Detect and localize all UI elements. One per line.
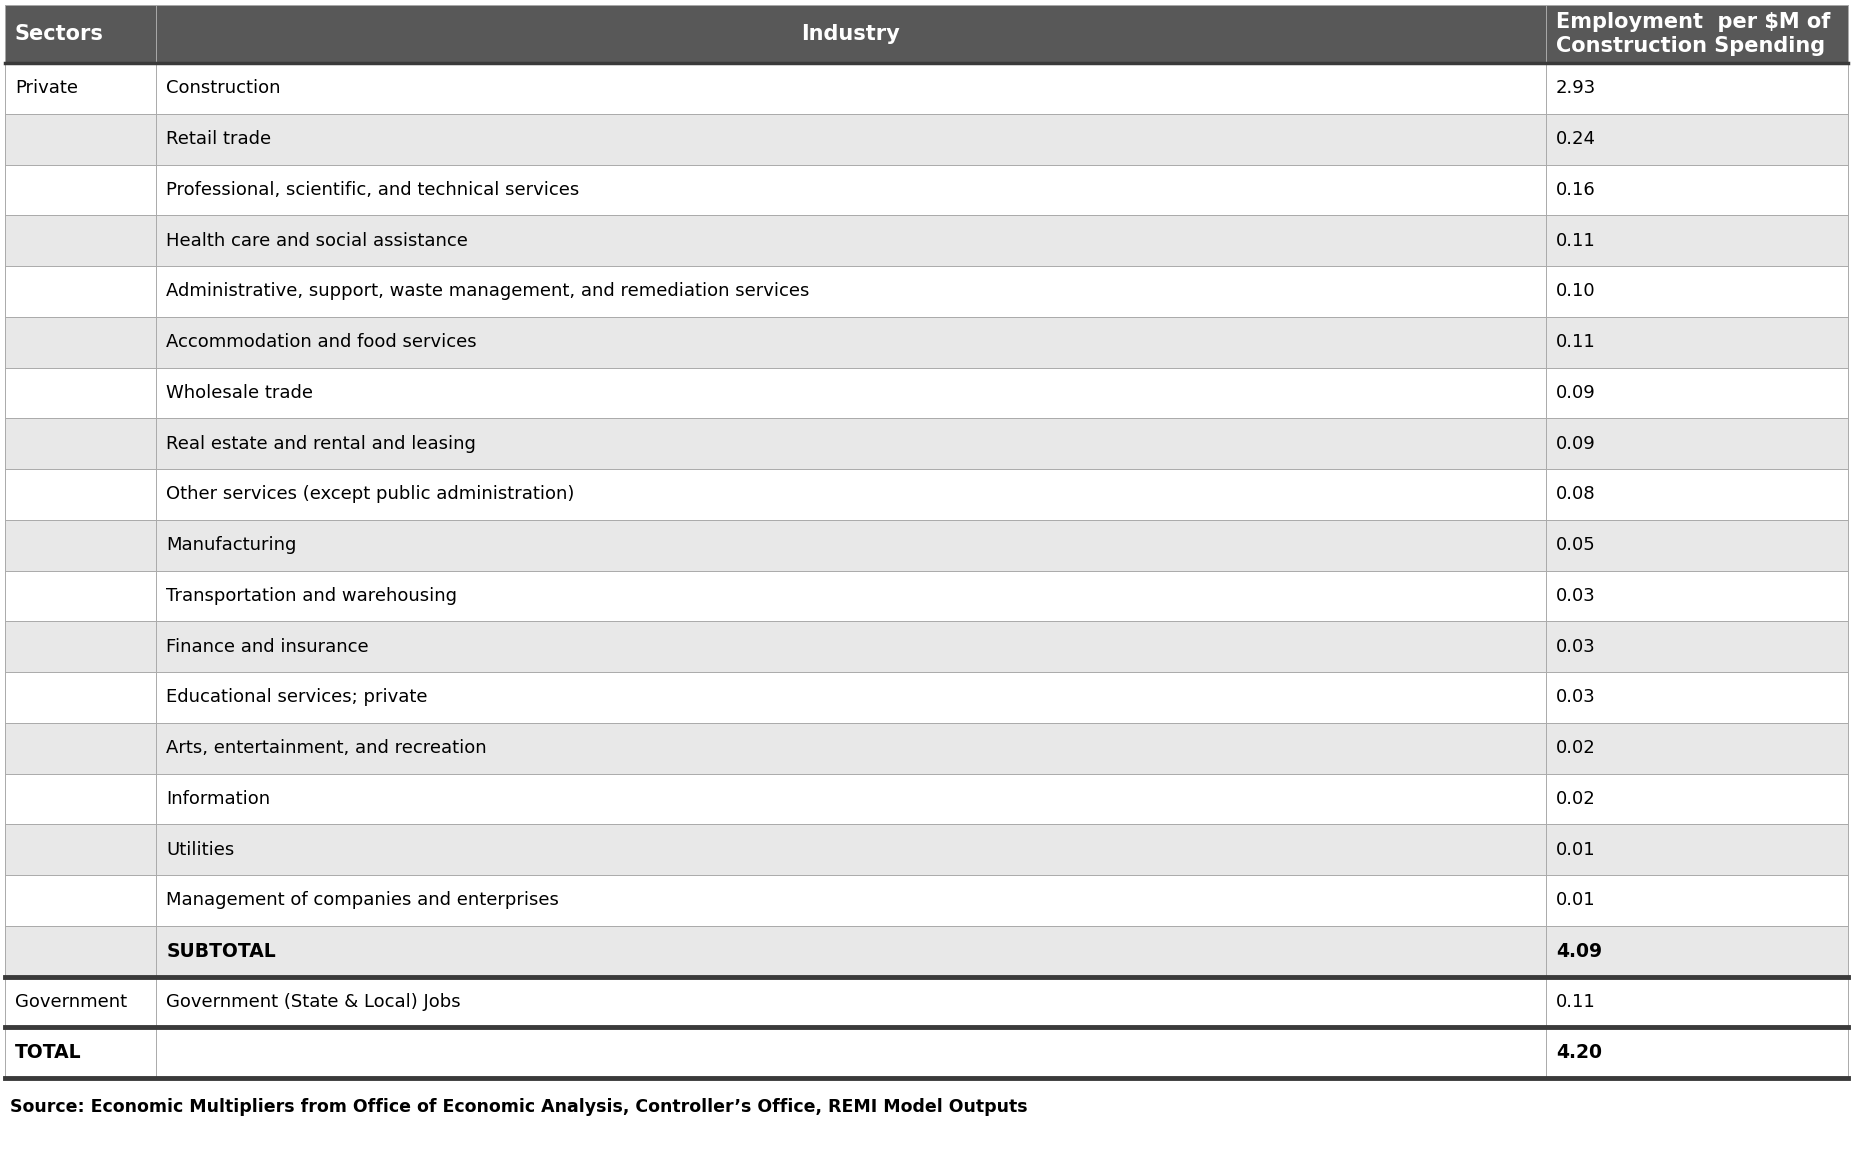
Text: Government: Government <box>15 992 128 1011</box>
Bar <box>6 774 1847 824</box>
Text: Accommodation and food services: Accommodation and food services <box>167 334 476 351</box>
Text: Private: Private <box>15 80 78 97</box>
Text: 0.08: 0.08 <box>1557 485 1595 504</box>
Bar <box>6 672 1847 723</box>
Text: Source: Economic Multipliers from Office of Economic Analysis, Controller’s Offi: Source: Economic Multipliers from Office… <box>9 1098 1028 1116</box>
Bar <box>6 875 1847 925</box>
Text: 0.03: 0.03 <box>1557 587 1595 604</box>
Text: Arts, entertainment, and recreation: Arts, entertainment, and recreation <box>167 739 487 757</box>
Text: Wholesale trade: Wholesale trade <box>167 383 313 402</box>
Text: Real estate and rental and leasing: Real estate and rental and leasing <box>167 434 476 453</box>
Bar <box>6 925 1847 976</box>
Text: Professional, scientific, and technical services: Professional, scientific, and technical … <box>167 181 580 199</box>
Text: Retail trade: Retail trade <box>167 130 271 148</box>
Text: 0.03: 0.03 <box>1557 638 1595 655</box>
Text: 0.01: 0.01 <box>1557 841 1595 858</box>
Text: Finance and insurance: Finance and insurance <box>167 638 369 655</box>
Text: 4.20: 4.20 <box>1557 1043 1601 1062</box>
Bar <box>6 824 1847 875</box>
Bar <box>6 418 1847 469</box>
Text: Government (State & Local) Jobs: Government (State & Local) Jobs <box>167 992 461 1011</box>
Bar <box>6 63 1847 113</box>
Text: 0.02: 0.02 <box>1557 739 1595 757</box>
Bar <box>6 571 1847 621</box>
Bar <box>6 520 1847 571</box>
Text: 0.09: 0.09 <box>1557 383 1595 402</box>
Text: Administrative, support, waste management, and remediation services: Administrative, support, waste managemen… <box>167 283 810 300</box>
Text: Information: Information <box>167 790 271 808</box>
Bar <box>6 317 1847 367</box>
Text: Transportation and warehousing: Transportation and warehousing <box>167 587 458 604</box>
Text: 0.16: 0.16 <box>1557 181 1595 199</box>
Bar <box>6 367 1847 418</box>
Text: 0.24: 0.24 <box>1557 130 1595 148</box>
Text: 2.93: 2.93 <box>1557 80 1595 97</box>
Text: TOTAL: TOTAL <box>15 1043 82 1062</box>
Text: Utilities: Utilities <box>167 841 233 858</box>
Bar <box>6 113 1847 164</box>
Text: Health care and social assistance: Health care and social assistance <box>167 232 469 250</box>
Text: Educational services; private: Educational services; private <box>167 688 428 706</box>
Text: 0.11: 0.11 <box>1557 992 1595 1011</box>
Bar <box>6 976 1847 1027</box>
Bar <box>6 469 1847 520</box>
Text: Manufacturing: Manufacturing <box>167 536 296 555</box>
Text: 0.02: 0.02 <box>1557 790 1595 808</box>
Text: 0.01: 0.01 <box>1557 892 1595 909</box>
Bar <box>6 1027 1847 1078</box>
Text: Employment  per $M of
Construction Spending: Employment per $M of Construction Spendi… <box>1557 13 1831 56</box>
Bar <box>6 723 1847 774</box>
Bar <box>6 215 1847 266</box>
Text: SUBTOTAL: SUBTOTAL <box>167 941 276 961</box>
Text: Sectors: Sectors <box>15 24 104 44</box>
Text: 0.05: 0.05 <box>1557 536 1595 555</box>
Text: 0.03: 0.03 <box>1557 688 1595 706</box>
Text: 4.09: 4.09 <box>1557 941 1601 961</box>
Text: 0.11: 0.11 <box>1557 334 1595 351</box>
Bar <box>6 164 1847 215</box>
Text: Industry: Industry <box>802 24 901 44</box>
Text: Construction: Construction <box>167 80 280 97</box>
Text: Management of companies and enterprises: Management of companies and enterprises <box>167 892 560 909</box>
Bar <box>6 5 1847 63</box>
Text: 0.09: 0.09 <box>1557 434 1595 453</box>
Text: Other services (except public administration): Other services (except public administra… <box>167 485 574 504</box>
Bar <box>6 621 1847 672</box>
Text: 0.10: 0.10 <box>1557 283 1595 300</box>
Bar <box>6 266 1847 317</box>
Text: 0.11: 0.11 <box>1557 232 1595 250</box>
